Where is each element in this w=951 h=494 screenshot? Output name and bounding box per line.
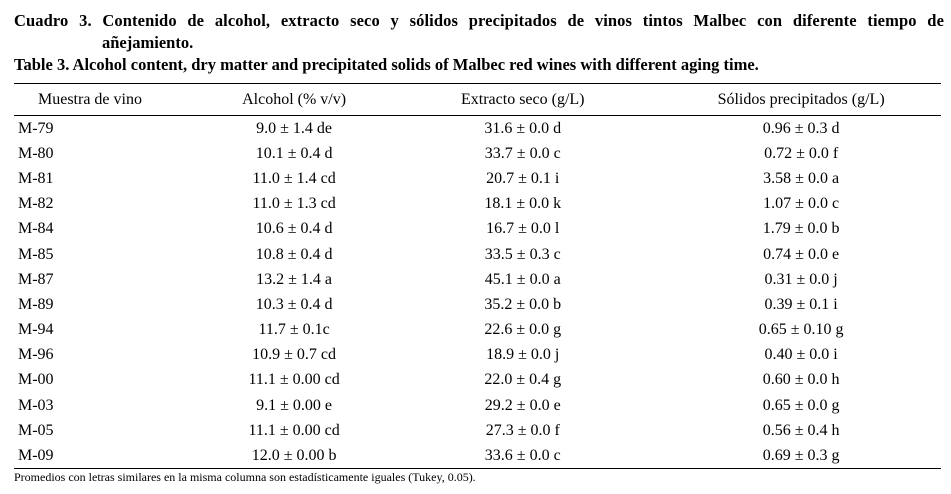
precipitated-solids-cell: 0.39 ± 0.1 i (764, 295, 838, 313)
precipitated-solids-cell: 0.96 ± 0.3 d (762, 119, 840, 137)
alcohol-cell: 10.6 ± 0.4 d (255, 220, 333, 238)
sample-cell: M-87 (18, 270, 54, 288)
dry-extract-cell: 20.7 ± 0.1 i (486, 169, 560, 187)
table-row: M-82 11.0 ± 1.3 cd 18.1 ± 0.0 k 1.07 ± 0.0 … (14, 192, 941, 217)
sample-cell: M-84 (18, 220, 54, 238)
table-row: M-85 10.8 ± 0.4 d 33.5 ± 0.3 c 0.74 ± 0.0 e (14, 242, 941, 267)
table-row: M-96 10.9 ± 0.7 cd 18.9 ± 0.0 j 0.40 ± 0.0 … (14, 343, 941, 368)
alcohol-cell: 11.0 ± 1.3 cd (252, 195, 336, 213)
sample-cell: M-85 (18, 245, 54, 263)
sample-cell: M-79 (18, 119, 54, 137)
sample-cell: M-96 (18, 346, 54, 364)
table-bottom-rule (14, 468, 941, 469)
alcohol-cell: 10.1 ± 0.4 d (255, 144, 333, 162)
precipitated-solids-cell: 0.65 ± 0.10 g (758, 321, 844, 339)
precipitated-solids-cell: 3.58 ± 0.0 a (763, 169, 840, 187)
sample-cell: M-09 (18, 447, 54, 465)
dry-extract-cell: 33.6 ± 0.0 c (484, 447, 561, 465)
dry-extract-cell: 18.1 ± 0.0 k (484, 195, 562, 213)
column-header-dry-extract: Extracto seco (g/L) (461, 90, 585, 108)
dry-extract-cell: 31.6 ± 0.0 d (484, 119, 562, 137)
alcohol-cell: 11.0 ± 1.4 cd (252, 169, 336, 187)
table-footnote: Promedios con letras similares en la mis… (14, 470, 476, 484)
table-row: M-79 9.0 ± 1.4 de 31.6 ± 0.0 d 0.96 ± 0.3 d (14, 115, 941, 141)
sample-cell: M-81 (18, 169, 54, 187)
column-header-alcohol: Alcohol (% v/v) (242, 90, 347, 108)
dry-extract-cell: 33.7 ± 0.0 c (484, 144, 561, 162)
table-top-rule (14, 83, 941, 84)
precipitated-solids-cell: 1.07 ± 0.0 c (763, 195, 840, 213)
dry-extract-cell: 35.2 ± 0.0 b (484, 295, 562, 313)
dry-extract-cell: 22.6 ± 0.0 g (484, 321, 562, 339)
alcohol-cell: 9.1 ± 0.00 e (256, 396, 333, 414)
dry-extract-cell: 18.9 ± 0.0 j (486, 346, 560, 364)
table-row: M-87 13.2 ± 1.4 a 45.1 ± 0.0 a 0.31 ± 0.0 j (14, 267, 941, 292)
dry-extract-cell: 29.2 ± 0.0 e (484, 396, 561, 414)
table-row: M-03 9.1 ± 0.00 e 29.2 ± 0.0 e 0.65 ± 0.0 g (14, 393, 941, 418)
table-row: M-05 11.1 ± 0.00 cd 27.3 ± 0.0 f 0.56 ± 0.4… (14, 418, 941, 443)
alcohol-cell: 10.3 ± 0.4 d (255, 295, 333, 313)
table-row: M-84 10.6 ± 0.4 d 16.7 ± 0.0 l 1.79 ± 0.0 b (14, 217, 941, 242)
table-header-row: Muestra de vino Alcohol (% v/v) Extracto… (14, 84, 941, 115)
sample-cell: M-00 (18, 371, 54, 389)
sample-cell: M-05 (18, 421, 54, 439)
alcohol-cell: 10.8 ± 0.4 d (255, 245, 333, 263)
dry-extract-cell: 33.5 ± 0.3 c (484, 245, 561, 263)
table-header-rule (14, 115, 941, 116)
table-body: M-79 9.0 ± 1.4 de 31.6 ± 0.0 d 0.96 ± 0.3 d… (14, 115, 941, 469)
sample-cell: M-94 (18, 321, 54, 339)
precipitated-solids-cell: 0.65 ± 0.0 g (762, 396, 840, 414)
precipitated-solids-cell: 0.69 ± 0.3 g (762, 447, 840, 465)
sample-cell: M-82 (18, 195, 54, 213)
dry-extract-cell: 45.1 ± 0.0 a (484, 270, 561, 288)
alcohol-cell: 13.2 ± 1.4 a (256, 270, 333, 288)
alcohol-cell: 10.9 ± 0.7 cd (252, 346, 337, 364)
alcohol-cell: 11.1 ± 0.00 cd (248, 371, 340, 389)
caption-spanish-line-2: añejamiento. (102, 33, 194, 52)
dry-extract-cell: 22.0 ± 0.4 g (484, 371, 562, 389)
alcohol-cell: 9.0 ± 1.4 de (256, 119, 333, 137)
table-caption-english: Table 3. Alcohol content, dry matter and… (14, 55, 759, 74)
precipitated-solids-cell: 0.72 ± 0.0 f (764, 144, 839, 162)
alcohol-cell: 12.0 ± 0.00 b (251, 447, 337, 465)
table-row: M-94 11.7 ± 0.1c 22.6 ± 0.0 g 0.65 ± 0.10 g (14, 318, 941, 343)
sample-cell: M-89 (18, 295, 54, 313)
dry-extract-cell: 16.7 ± 0.0 l (486, 220, 560, 238)
precipitated-solids-cell: 1.79 ± 0.0 b (762, 220, 840, 238)
alcohol-cell: 11.7 ± 0.1c (258, 321, 330, 339)
table-row: M-00 11.1 ± 0.00 cd 22.0 ± 0.4 g 0.60 ± 0.0… (14, 368, 941, 393)
sample-cell: M-80 (18, 144, 54, 162)
alcohol-cell: 11.1 ± 0.00 cd (248, 421, 340, 439)
table-row: M-09 12.0 ± 0.00 b 33.6 ± 0.0 c 0.69 ± 0.3 … (14, 443, 941, 468)
column-header-precipitated-solids: Sólidos precipitados (g/L) (717, 90, 885, 108)
column-header-sample: Muestra de vino (38, 90, 142, 108)
precipitated-solids-cell: 0.31 ± 0.0 j (764, 270, 838, 288)
precipitated-solids-cell: 0.74 ± 0.0 e (763, 245, 840, 263)
table-caption-spanish: Cuadro 3. Contenido de alcohol, extracto… (14, 10, 944, 54)
caption-spanish-line-1: Cuadro 3. Contenido de alcohol, extracto… (14, 11, 944, 30)
precipitated-solids-cell: 0.56 ± 0.4 h (762, 421, 840, 439)
table-row: M-80 10.1 ± 0.4 d 33.7 ± 0.0 c 0.72 ± 0.0 f (14, 141, 941, 166)
wine-composition-table: Muestra de vino Alcohol (% v/v) Extracto… (14, 84, 941, 469)
precipitated-solids-cell: 0.60 ± 0.0 h (762, 371, 840, 389)
table-row: M-81 11.0 ± 1.4 cd 20.7 ± 0.1 i 3.58 ± 0.0 … (14, 166, 941, 191)
sample-cell: M-03 (18, 396, 54, 414)
table-row: M-89 10.3 ± 0.4 d 35.2 ± 0.0 b 0.39 ± 0.1 i (14, 292, 941, 317)
dry-extract-cell: 27.3 ± 0.0 f (485, 421, 560, 439)
precipitated-solids-cell: 0.40 ± 0.0 i (764, 346, 838, 364)
